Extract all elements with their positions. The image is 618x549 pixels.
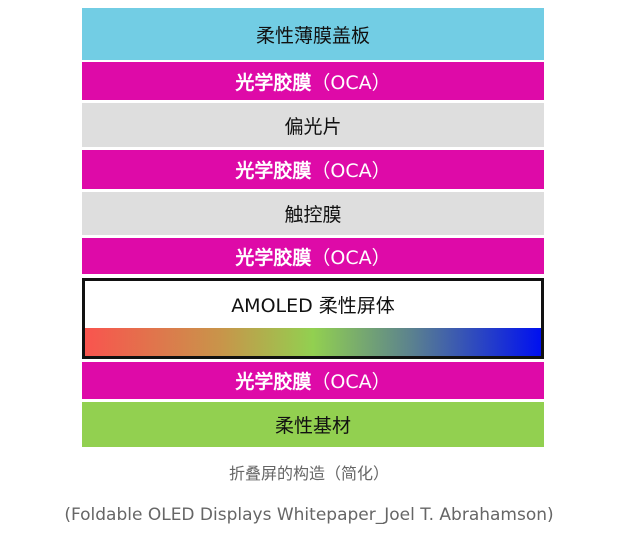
layer-label: 光学胶膜 bbox=[235, 371, 312, 393]
layer-oca: 光学胶膜 （OCA） bbox=[82, 362, 544, 399]
layer-label: AMOLED 柔性屏体 bbox=[231, 295, 395, 317]
layer-oca: 光学胶膜 （OCA） bbox=[82, 238, 544, 274]
layer-suffix: （OCA） bbox=[311, 71, 391, 94]
layer-label: 偏光片 bbox=[284, 115, 342, 138]
layer-oca: 光学胶膜 （OCA） bbox=[82, 62, 544, 100]
layer-suffix: （OCA） bbox=[311, 246, 391, 269]
layer-label: 光学胶膜 bbox=[235, 160, 312, 182]
layer-label: 柔性基材 bbox=[274, 415, 351, 437]
layer-suffix: （OCA） bbox=[311, 371, 391, 393]
color-gradient-bar bbox=[85, 328, 541, 356]
layer-touch-film: 触控膜 bbox=[82, 192, 544, 235]
layer-label: 触控膜 bbox=[284, 204, 342, 226]
layer-polarizer: 偏光片 bbox=[82, 103, 544, 147]
layer-amoled-panel: AMOLED 柔性屏体 bbox=[82, 278, 544, 359]
layer-label: 柔性薄膜盖板 bbox=[255, 24, 370, 47]
layer-substrate: 柔性基材 bbox=[82, 402, 544, 447]
layer-suffix: （OCA） bbox=[311, 160, 391, 182]
layer-label: 光学胶膜 bbox=[235, 71, 312, 94]
layer-label: 光学胶膜 bbox=[235, 246, 312, 269]
layer-oca: 光学胶膜 （OCA） bbox=[82, 150, 544, 189]
layer-cover-film: 柔性薄膜盖板 bbox=[82, 8, 544, 60]
source-citation: (Foldable OLED Displays Whitepaper_Joel … bbox=[64, 505, 554, 525]
diagram-caption: 折叠屏的构造（简化） bbox=[228, 464, 389, 483]
